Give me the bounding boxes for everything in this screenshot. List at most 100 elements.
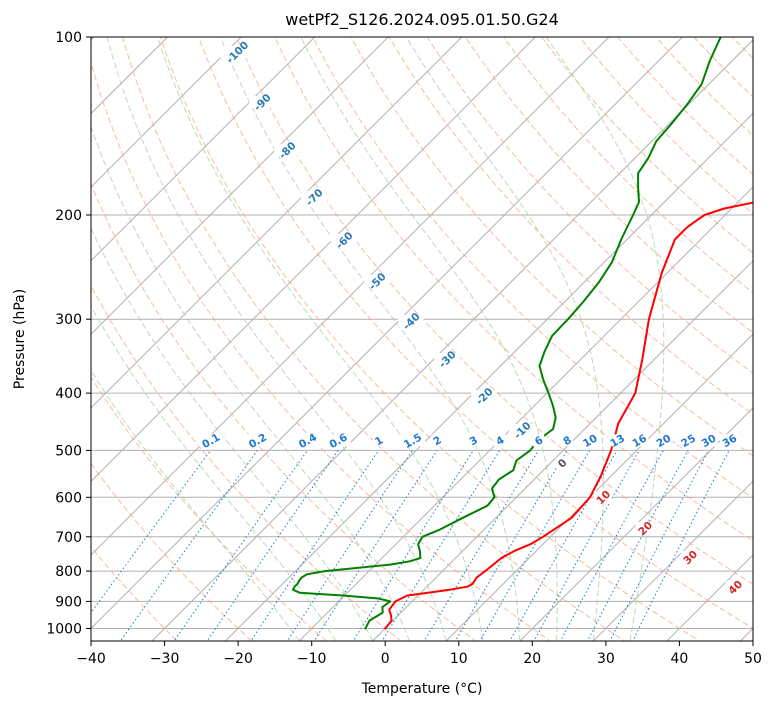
mixing-ratio-line [206, 450, 339, 641]
y-axis: 100 200 300 400 500 600 700 800 900 1000 [46, 30, 91, 638]
isotherm-line [371, 259, 753, 641]
isotherm-line [224, 112, 753, 641]
x-tick-label: 40 [670, 651, 688, 667]
dry-adiabat-line [91, 546, 178, 641]
dewpoint-profile [292, 37, 722, 630]
isotherm-line [519, 407, 753, 641]
moist-adiabat-line [157, 37, 484, 641]
mixing-ratio-line [454, 450, 568, 641]
moist-adiabat-line [106, 37, 447, 641]
x-axis: −40 −30 −20 −10 0 10 20 30 40 50 [76, 641, 762, 667]
dry-adiabat-line [502, 37, 753, 294]
x-tick-label: −20 [223, 651, 253, 667]
isotherm-line [91, 37, 169, 115]
chart-title: wetPf2_S126.2024.095.01.50.G24 [285, 10, 559, 30]
dry-adiabat-line [91, 376, 328, 641]
mixing-ratio-line [533, 450, 640, 641]
plot-area: -100-90-80-70-60-50-40-30-20-10010203040… [91, 10, 775, 653]
dry-adiabat-line [91, 462, 253, 641]
y-tick-label: 300 [55, 312, 82, 328]
x-tick-label: 10 [450, 651, 468, 667]
y-tick-label: 1000 [46, 622, 82, 638]
mixing-ratio-line [313, 450, 438, 641]
contour-label: -60 [334, 230, 356, 252]
y-axis-title: Pressure (hPa) [12, 289, 28, 389]
moist-adiabat-line [91, 125, 410, 641]
y-tick-label: 100 [55, 30, 82, 46]
dry-adiabat-line [731, 37, 753, 59]
isotherm-line [445, 333, 753, 641]
x-axis-title: Temperature (°C) [361, 681, 483, 697]
moist-adiabat-line [91, 227, 374, 641]
temperature-profile [384, 201, 753, 630]
y-tick-label: 600 [55, 490, 82, 506]
mixing-ratio-line [479, 450, 591, 641]
moist-adiabat-line [91, 304, 337, 641]
dry-adiabat-line [160, 37, 701, 641]
y-tick-label: 800 [55, 564, 82, 580]
contour-label: 1.5 [402, 431, 424, 451]
dry-adiabat-line [274, 37, 753, 542]
isotherm-line [91, 37, 684, 630]
isotherm-line [91, 37, 389, 335]
x-tick-label: 0 [381, 651, 390, 667]
contour-label: -30 [437, 349, 459, 371]
y-tick-label: 900 [55, 594, 82, 610]
y-tick-label: 400 [55, 386, 82, 402]
mixing-ratio-line [632, 450, 730, 641]
isotherm-line [91, 37, 537, 483]
contour-label: -10 [512, 420, 534, 442]
y-tick-label: 200 [55, 208, 82, 224]
dry-adiabat-line [91, 60, 551, 641]
dry-adiabat-line [350, 37, 753, 457]
dry-adiabat-line [744, 10, 775, 653]
dry-adiabat-line [617, 37, 753, 176]
y-tick-label: 700 [55, 530, 82, 546]
x-tick-label: −30 [150, 651, 180, 667]
mixing-ratio-line [423, 450, 540, 641]
mixing-ratio-line [381, 450, 501, 641]
isotherm-line [91, 37, 316, 262]
moist-adiabat-line [220, 37, 521, 641]
moist-adiabat-line [300, 37, 558, 641]
dry-adiabat-line [655, 37, 753, 137]
isotherm-line [298, 186, 753, 641]
dry-adiabat-line [198, 37, 753, 630]
contour-label: 0.2 [247, 431, 269, 451]
x-tick-label: 50 [744, 651, 762, 667]
mixing-ratio-line [286, 450, 413, 641]
contour-label: -40 [401, 311, 423, 333]
y-tick-label: 500 [55, 443, 82, 459]
x-tick-label: −10 [297, 651, 327, 667]
contour-label: 0.1 [200, 431, 222, 451]
isotherm-line [91, 37, 610, 556]
dry-adiabat-line [236, 37, 753, 585]
dry-adiabat-line [122, 37, 626, 641]
contour-label: 0.6 [328, 431, 350, 451]
dry-adiabat-line [540, 37, 753, 254]
plot-frame [90, 36, 754, 642]
dry-adiabat-line [91, 182, 477, 641]
contour-label: -90 [252, 92, 274, 114]
isotherm-line [666, 554, 753, 641]
dry-adiabat-line [464, 37, 753, 334]
moist-adiabat-line [405, 37, 604, 641]
dry-adiabat-line [91, 284, 402, 641]
mixing-ratio-line [173, 450, 308, 641]
moist-adiabat-line [91, 369, 300, 641]
dry-adiabat-line [579, 37, 753, 215]
contour-label: 0.4 [297, 431, 319, 451]
x-tick-label: 20 [523, 651, 541, 667]
isotherm-line [91, 37, 463, 409]
mixing-ratio-line [119, 450, 258, 641]
dry-adiabat-line [312, 37, 753, 499]
mixing-ratio-line [250, 450, 380, 641]
mixing-ratio-line [609, 450, 709, 641]
isotherm-line [91, 37, 242, 188]
x-tick-label: −40 [76, 651, 106, 667]
isotherm-line [592, 480, 753, 641]
mixing-ratio-line [91, 450, 212, 614]
contour-label: -70 [304, 187, 326, 209]
x-tick-label: 30 [597, 651, 615, 667]
